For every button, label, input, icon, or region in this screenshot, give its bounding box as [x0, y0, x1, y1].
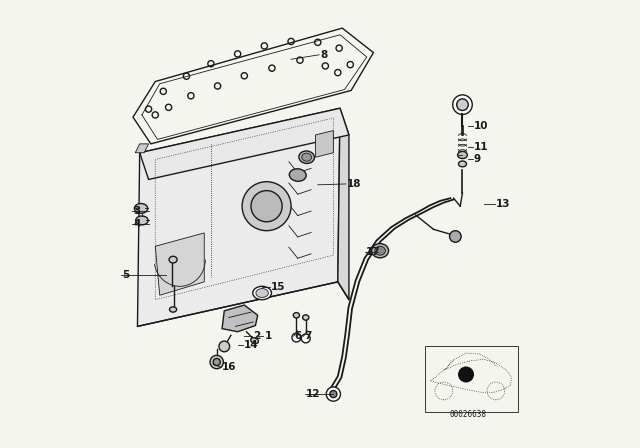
- Ellipse shape: [299, 151, 314, 164]
- Circle shape: [301, 334, 310, 343]
- Text: 11: 11: [474, 142, 488, 152]
- Ellipse shape: [251, 338, 259, 344]
- Text: 12: 12: [306, 389, 320, 399]
- Circle shape: [251, 190, 282, 222]
- Text: 00026638: 00026638: [449, 410, 486, 419]
- Text: 5: 5: [122, 270, 129, 280]
- Polygon shape: [338, 108, 349, 300]
- Text: 17: 17: [365, 246, 380, 257]
- Polygon shape: [135, 144, 148, 153]
- Circle shape: [210, 355, 223, 369]
- Ellipse shape: [256, 289, 268, 297]
- Text: 15: 15: [271, 282, 285, 292]
- Text: 16: 16: [222, 362, 237, 372]
- Text: 18: 18: [347, 179, 361, 189]
- Polygon shape: [156, 233, 204, 295]
- Text: 1: 1: [264, 331, 271, 341]
- Ellipse shape: [293, 313, 300, 318]
- Circle shape: [213, 358, 220, 366]
- Circle shape: [326, 387, 340, 401]
- Polygon shape: [316, 130, 333, 157]
- Polygon shape: [133, 28, 373, 144]
- Circle shape: [330, 391, 337, 398]
- Text: 9: 9: [474, 155, 481, 164]
- Ellipse shape: [169, 256, 177, 263]
- Circle shape: [449, 231, 461, 242]
- Ellipse shape: [170, 307, 177, 312]
- Ellipse shape: [289, 169, 306, 181]
- Ellipse shape: [301, 153, 312, 161]
- Ellipse shape: [303, 315, 309, 320]
- Text: 13: 13: [496, 199, 510, 209]
- Polygon shape: [138, 108, 340, 327]
- Circle shape: [242, 182, 291, 231]
- Ellipse shape: [458, 151, 467, 159]
- Text: 4: 4: [133, 219, 140, 229]
- Circle shape: [452, 95, 472, 115]
- Bar: [424, 346, 518, 412]
- Ellipse shape: [458, 161, 467, 167]
- Circle shape: [458, 366, 474, 383]
- Text: 6: 6: [294, 331, 302, 341]
- Ellipse shape: [372, 244, 388, 258]
- Ellipse shape: [375, 246, 385, 255]
- Text: 8: 8: [320, 50, 327, 60]
- Circle shape: [457, 99, 468, 111]
- Text: 2: 2: [253, 331, 260, 341]
- Text: 10: 10: [474, 121, 488, 131]
- Text: 7: 7: [305, 331, 312, 341]
- Circle shape: [219, 341, 230, 352]
- Polygon shape: [222, 305, 258, 332]
- Ellipse shape: [134, 203, 148, 213]
- Ellipse shape: [253, 286, 271, 300]
- Polygon shape: [140, 108, 349, 180]
- Circle shape: [292, 333, 301, 342]
- Text: 14: 14: [244, 340, 259, 350]
- Ellipse shape: [136, 216, 148, 225]
- Text: 3: 3: [133, 206, 140, 215]
